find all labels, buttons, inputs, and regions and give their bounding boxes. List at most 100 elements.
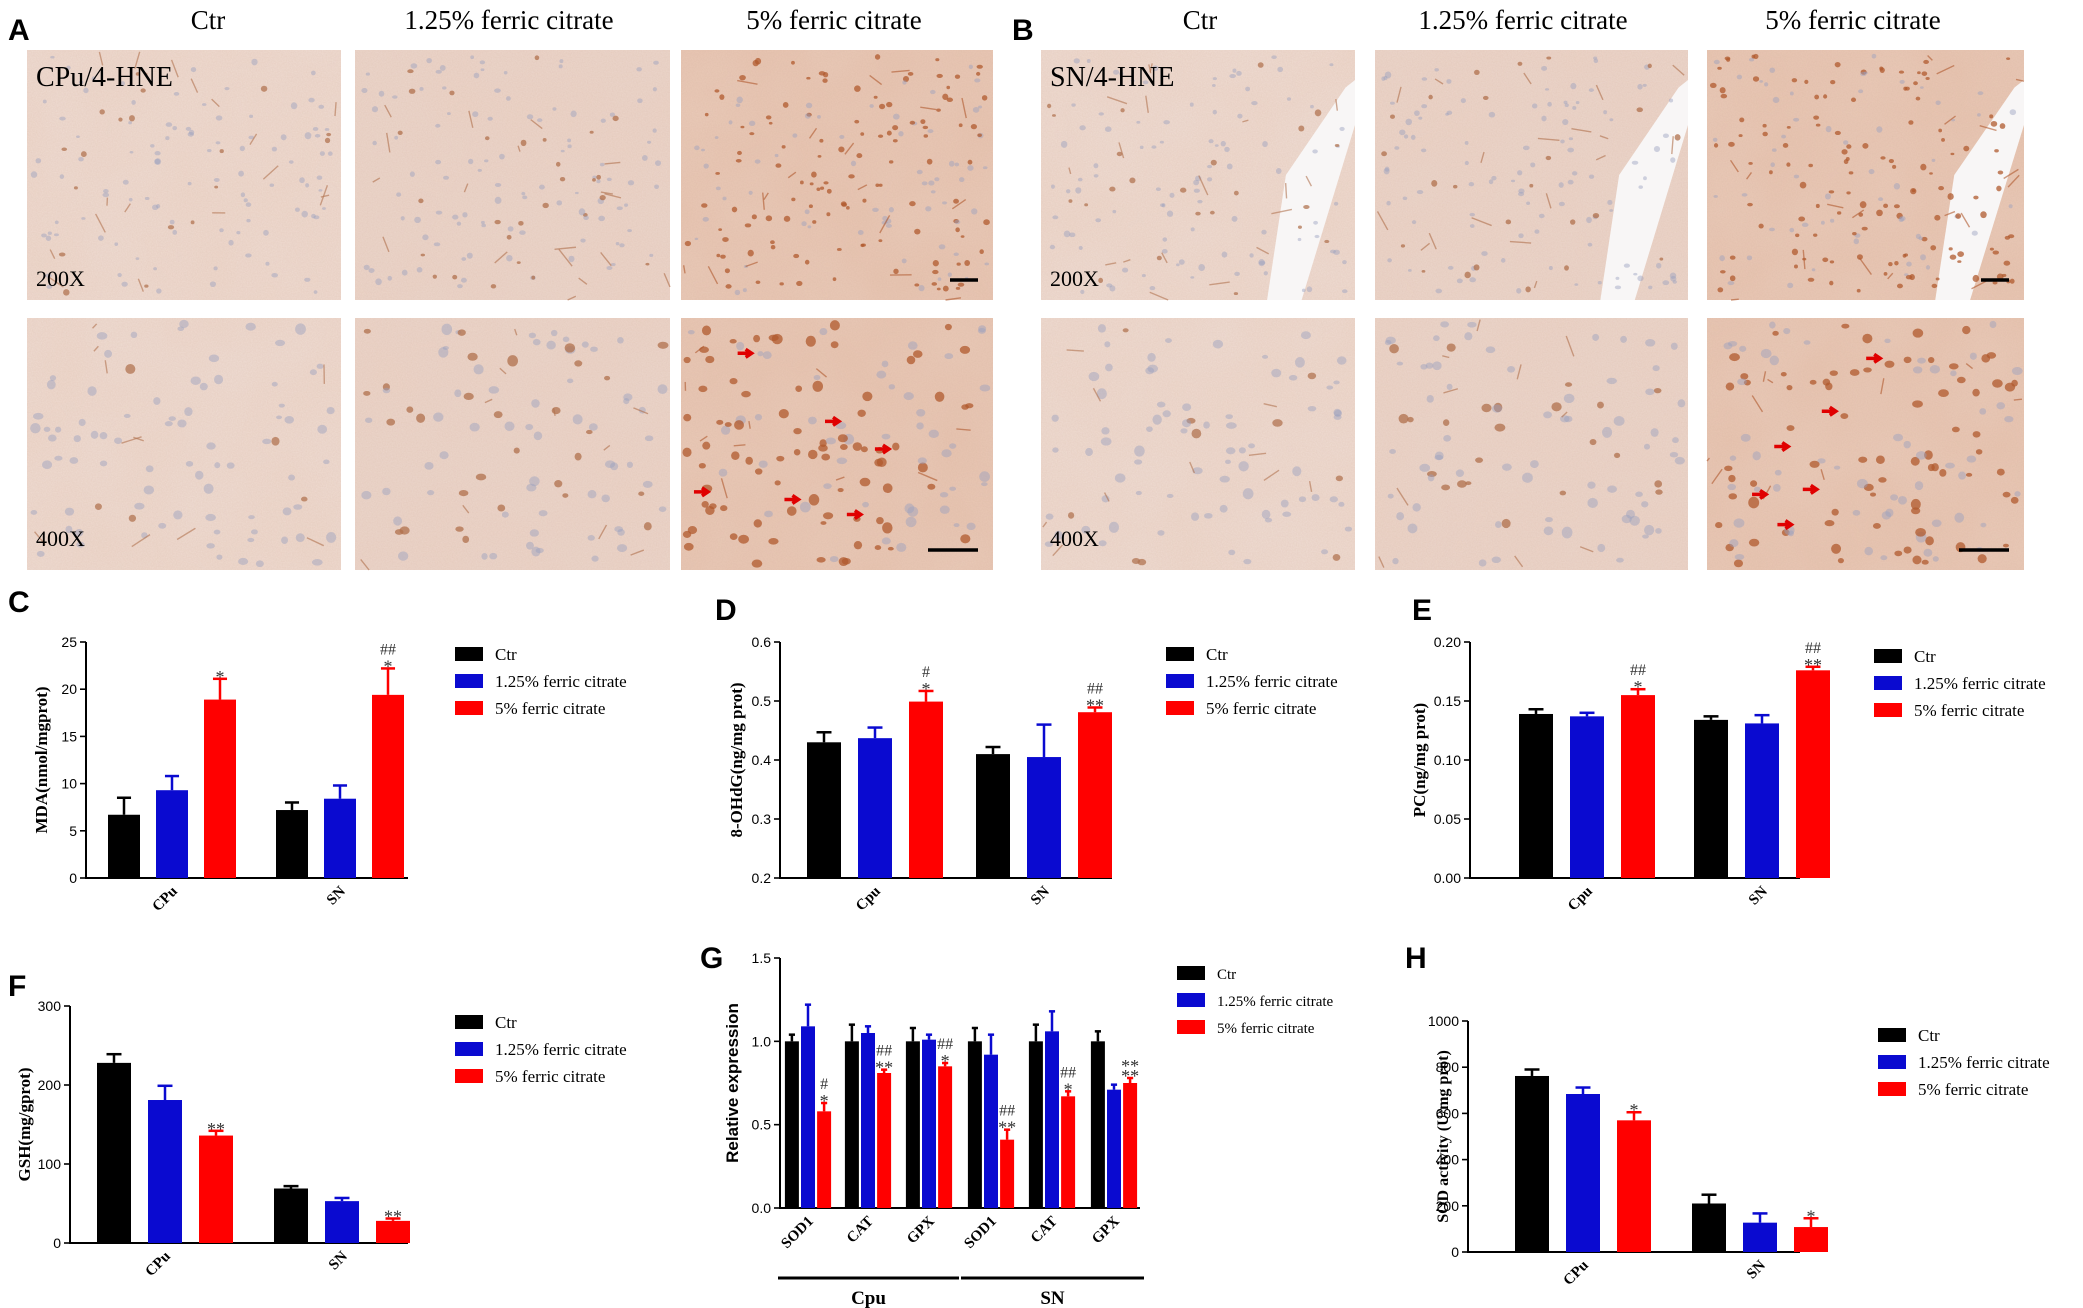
cell-nucleus: [271, 272, 278, 278]
cell-nucleus: [1927, 463, 1935, 472]
cell-nucleus: [435, 123, 441, 128]
bar: [1061, 1096, 1076, 1208]
cell-nucleus: [1965, 472, 1973, 477]
cell-nucleus: [872, 207, 879, 212]
cell-nucleus: [977, 327, 986, 334]
cell-nucleus: [702, 216, 709, 222]
cell-nucleus: [558, 64, 563, 69]
cell-nucleus: [1431, 180, 1438, 187]
cell-nucleus: [1518, 233, 1524, 239]
cell-nucleus: [1419, 463, 1431, 472]
cell-nucleus: [1824, 193, 1831, 200]
cell-nucleus: [1728, 493, 1738, 500]
fiber: [1198, 175, 1209, 196]
significance-mark: **: [1121, 1066, 1139, 1086]
cell-nucleus: [564, 343, 576, 353]
legend-label: Ctr: [495, 1013, 517, 1032]
x-tick-label: CPu: [149, 884, 180, 915]
cell-nucleus: [1145, 367, 1155, 375]
cell-nucleus: [1620, 335, 1627, 343]
cell-nucleus: [1656, 262, 1662, 269]
cell-nucleus: [327, 151, 333, 156]
cell-nucleus: [1770, 162, 1775, 168]
cell-nucleus: [887, 546, 894, 551]
cell-nucleus: [368, 268, 375, 273]
cell-nucleus: [185, 460, 194, 467]
cell-nucleus: [1814, 94, 1820, 100]
cell-nucleus: [513, 447, 520, 454]
cell-nucleus: [1435, 288, 1443, 294]
y-tick-label: 1.0: [752, 1033, 772, 1049]
cell-nucleus: [829, 556, 839, 563]
y-tick-label: 5: [69, 823, 77, 839]
legend-label: 1.25% ferric citrate: [495, 672, 627, 691]
bar: [204, 699, 236, 878]
cell-nucleus: [754, 468, 763, 475]
cell-nucleus: [568, 255, 575, 263]
chart-8ohdg: D0.20.30.40.50.68-OHdG(ng/mg prot) *#Cpu*…: [715, 594, 1338, 914]
fiber: [1149, 291, 1169, 301]
cell-nucleus: [397, 130, 403, 135]
cell-nucleus: [1930, 245, 1937, 251]
cell-nucleus: [1912, 328, 1924, 338]
cell-nucleus: [816, 187, 821, 191]
cell-nucleus: [1441, 484, 1451, 491]
tissue-tear: [1600, 80, 1688, 300]
cell-nucleus: [878, 183, 883, 187]
cell-nucleus: [914, 228, 921, 235]
cell-nucleus: [953, 523, 960, 528]
cell-nucleus: [1332, 553, 1341, 561]
cell-nucleus: [363, 264, 370, 271]
x-tick-label: Cpu: [1565, 884, 1596, 915]
cell-nucleus: [792, 133, 798, 138]
y-tick-label: 0.15: [1434, 693, 1461, 709]
cell-nucleus: [293, 504, 303, 510]
fiber: [131, 534, 151, 548]
cell-nucleus: [317, 424, 328, 434]
cell-nucleus: [435, 210, 443, 215]
cell-nucleus: [1179, 187, 1187, 193]
cell-nucleus: [422, 234, 429, 241]
cell-nucleus: [826, 188, 832, 194]
cell-nucleus: [953, 252, 959, 257]
bar: [877, 1073, 892, 1208]
cell-nucleus: [1468, 182, 1475, 187]
cell-nucleus: [701, 203, 708, 208]
cell-nucleus: [979, 249, 984, 255]
cell-nucleus: [970, 123, 977, 130]
cell-nucleus: [976, 71, 981, 76]
cell-nucleus: [562, 336, 570, 343]
cell-nucleus: [129, 151, 134, 154]
fiber: [484, 398, 493, 404]
cell-nucleus: [819, 327, 828, 336]
fiber: [2013, 398, 2023, 401]
bar: [909, 701, 943, 878]
column-header: 5% ferric citrate: [746, 5, 921, 35]
cell-nucleus: [1275, 168, 1282, 175]
cell-nucleus: [1234, 271, 1240, 276]
cell-nucleus: [1858, 89, 1864, 94]
cell-nucleus: [158, 522, 167, 529]
fiber: [124, 203, 131, 213]
cell-nucleus: [1831, 508, 1839, 516]
fiber: [334, 102, 337, 117]
cell-nucleus: [946, 97, 954, 103]
cell-nucleus: [1809, 460, 1820, 468]
cell-nucleus: [1093, 174, 1099, 178]
micrograph-tile: [681, 318, 993, 570]
chart-mda: C0510152025MDA(nmol/mgprot)*CPu*##SNCtr1…: [8, 586, 627, 915]
cell-nucleus: [461, 257, 467, 261]
cell-nucleus: [1434, 454, 1444, 461]
bar: [938, 1066, 953, 1208]
cell-nucleus: [449, 90, 455, 96]
legend-swatch: [1878, 1028, 1906, 1042]
cell-nucleus: [1481, 403, 1492, 413]
fiber: [917, 471, 938, 482]
cell-nucleus: [888, 384, 896, 390]
cell-nucleus: [1518, 188, 1525, 194]
cell-nucleus: [578, 208, 586, 216]
cell-nucleus: [1564, 415, 1573, 423]
legend-swatch: [455, 701, 483, 715]
cell-nucleus: [1180, 428, 1188, 434]
cell-nucleus: [78, 80, 84, 84]
